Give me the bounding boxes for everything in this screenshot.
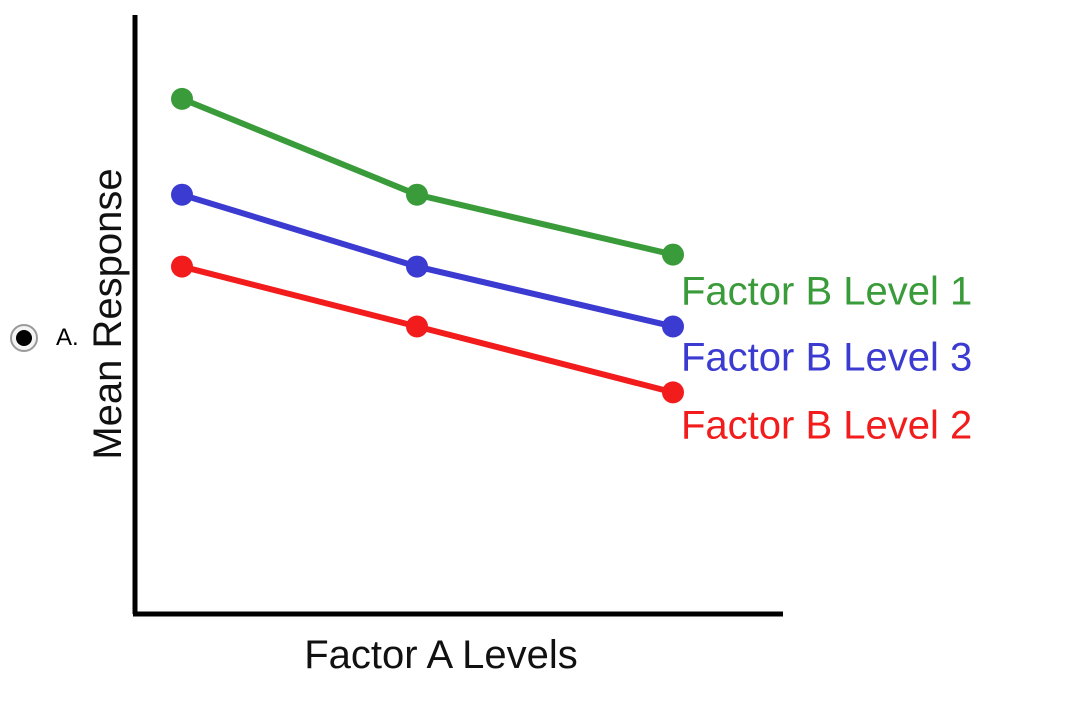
series-line-factor-b-level-1 [180, 96, 674, 258]
series-label-factor-b-level-1: Factor B Level 1 [681, 270, 972, 314]
answer-option-a[interactable]: A. [10, 322, 79, 354]
data-point-factor-b-level-1-2 [406, 183, 428, 206]
series-line-factor-b-level-3 [181, 191, 674, 330]
data-point-factor-b-level-2-1 [171, 255, 193, 278]
data-point-factor-b-level-2-2 [406, 315, 428, 338]
series-factor-b-level-3: Factor B Level 3 [171, 183, 972, 379]
data-point-factor-b-level-3-1 [171, 183, 193, 206]
series-layer: Factor B Level 1 Factor B Level 3 Factor B… [171, 87, 972, 447]
data-point-factor-b-level-1-1 [171, 87, 193, 110]
data-point-factor-b-level-3-3 [662, 315, 684, 338]
data-point-factor-b-level-2-3 [662, 381, 684, 404]
series-label-factor-b-level-3: Factor B Level 3 [681, 335, 972, 379]
radio-selected-dot [16, 330, 32, 346]
series-factor-b-level-2: Factor B Level 2 [171, 255, 972, 447]
radio-button[interactable] [10, 324, 38, 352]
series-factor-b-level-1: Factor B Level 1 [171, 87, 972, 314]
x-axis-label: Factor A Levels [304, 633, 577, 677]
series-label-factor-b-level-2: Factor B Level 2 [681, 403, 972, 447]
data-point-factor-b-level-3-2 [406, 255, 428, 278]
data-point-factor-b-level-1-3 [662, 243, 684, 266]
axes [132, 15, 783, 617]
y-axis-label: Mean Response [86, 168, 130, 459]
option-label: A. [56, 324, 79, 351]
